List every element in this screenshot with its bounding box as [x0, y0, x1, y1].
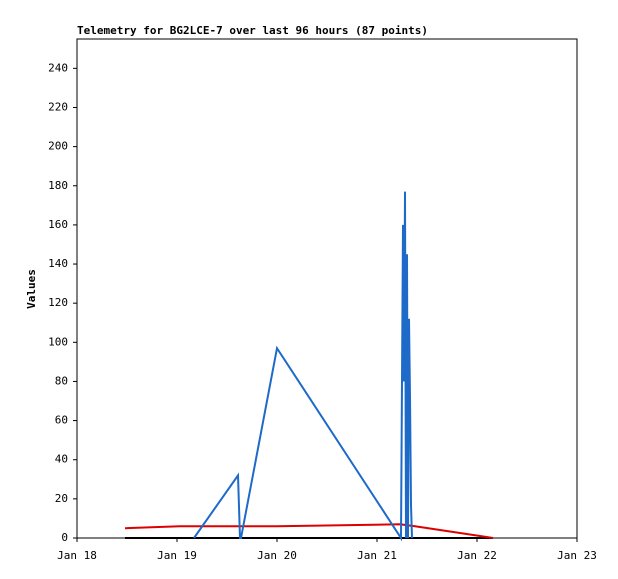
y-tick-label: 40 — [55, 453, 68, 466]
y-tick-label: 100 — [48, 335, 68, 348]
y-tick-label: 120 — [48, 296, 68, 309]
series-line — [124, 523, 494, 539]
y-tick-label: 20 — [55, 492, 68, 505]
x-tick-label: Jan 18 — [57, 549, 97, 562]
y-tick-label: 200 — [48, 140, 68, 153]
y-tick-label: 80 — [55, 374, 68, 387]
series-line — [193, 191, 413, 542]
y-axis-label: Values — [25, 269, 38, 309]
y-tick-label: 60 — [55, 414, 68, 427]
x-tick-label: Jan 20 — [257, 549, 297, 562]
chart-title: Telemetry for BG2LCE-7 over last 96 hour… — [77, 24, 428, 37]
y-tick-label: 0 — [61, 531, 68, 544]
y-tick-label: 180 — [48, 179, 68, 192]
x-tick-label: Jan 22 — [457, 549, 497, 562]
x-tick-label: Jan 21 — [357, 549, 397, 562]
y-tick-label: 220 — [48, 100, 68, 113]
y-tick-label: 240 — [48, 61, 68, 74]
x-tick-label: Jan 23 — [557, 549, 597, 562]
y-tick-label: 160 — [48, 218, 68, 231]
x-tick-label: Jan 19 — [157, 549, 197, 562]
y-tick-label: 140 — [48, 257, 68, 270]
